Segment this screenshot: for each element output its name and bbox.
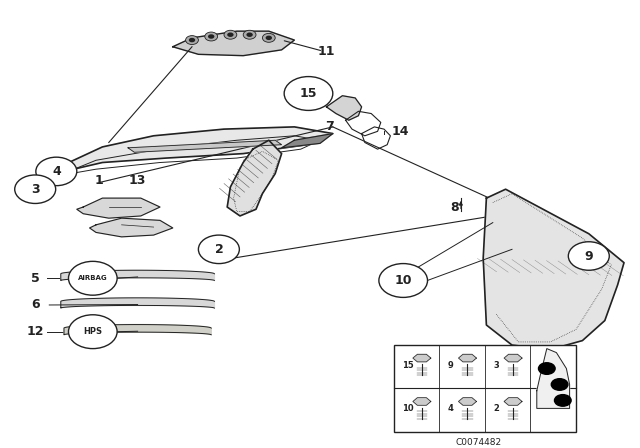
Text: HPS: HPS — [83, 327, 102, 336]
Text: AIRBAG: AIRBAG — [78, 275, 108, 281]
Text: 9: 9 — [447, 361, 453, 370]
Circle shape — [246, 33, 253, 37]
Circle shape — [208, 34, 214, 39]
Circle shape — [36, 157, 77, 185]
Text: 15: 15 — [402, 361, 413, 370]
Polygon shape — [282, 134, 333, 148]
Text: C0074482: C0074482 — [455, 439, 502, 448]
Circle shape — [551, 379, 568, 390]
Polygon shape — [413, 398, 431, 405]
Text: 14: 14 — [391, 125, 409, 138]
Text: 3: 3 — [31, 183, 40, 196]
Circle shape — [227, 33, 234, 37]
Polygon shape — [45, 127, 333, 182]
Circle shape — [68, 315, 117, 349]
Text: 7: 7 — [325, 121, 334, 134]
Text: 15: 15 — [300, 87, 317, 100]
Polygon shape — [128, 140, 282, 152]
Text: 10: 10 — [394, 274, 412, 287]
Polygon shape — [61, 270, 214, 280]
Circle shape — [554, 395, 571, 406]
Polygon shape — [90, 218, 173, 237]
Polygon shape — [458, 354, 476, 362]
Polygon shape — [413, 354, 431, 362]
Circle shape — [266, 36, 272, 40]
Circle shape — [224, 30, 237, 39]
Circle shape — [568, 242, 609, 270]
Polygon shape — [504, 398, 522, 405]
Circle shape — [205, 32, 218, 41]
Text: 11: 11 — [317, 45, 335, 58]
Text: 4: 4 — [447, 404, 453, 413]
Circle shape — [189, 38, 195, 42]
Text: 1: 1 — [95, 174, 104, 187]
Text: 2: 2 — [214, 243, 223, 256]
Text: 9: 9 — [584, 250, 593, 263]
Circle shape — [284, 77, 333, 110]
Text: 8: 8 — [450, 201, 459, 214]
Text: 2: 2 — [493, 404, 499, 413]
Text: 10: 10 — [402, 404, 413, 413]
Circle shape — [262, 34, 275, 42]
Text: 4: 4 — [52, 165, 61, 178]
Polygon shape — [77, 198, 160, 218]
Polygon shape — [326, 96, 362, 120]
Polygon shape — [458, 398, 476, 405]
Polygon shape — [483, 189, 624, 349]
Circle shape — [379, 263, 428, 297]
Circle shape — [538, 363, 555, 375]
Circle shape — [186, 36, 198, 44]
Circle shape — [68, 261, 117, 295]
Polygon shape — [504, 354, 522, 362]
Polygon shape — [61, 298, 214, 308]
Bar — [394, 345, 576, 432]
Polygon shape — [64, 324, 211, 335]
Polygon shape — [227, 140, 282, 216]
Text: 6: 6 — [31, 298, 40, 311]
Circle shape — [243, 30, 256, 39]
Text: 13: 13 — [129, 174, 147, 187]
Text: 5: 5 — [31, 272, 40, 285]
Circle shape — [198, 235, 239, 263]
Polygon shape — [173, 31, 294, 56]
Polygon shape — [537, 349, 570, 409]
Circle shape — [15, 175, 56, 203]
Text: 3: 3 — [493, 361, 499, 370]
Text: 12: 12 — [26, 325, 44, 338]
